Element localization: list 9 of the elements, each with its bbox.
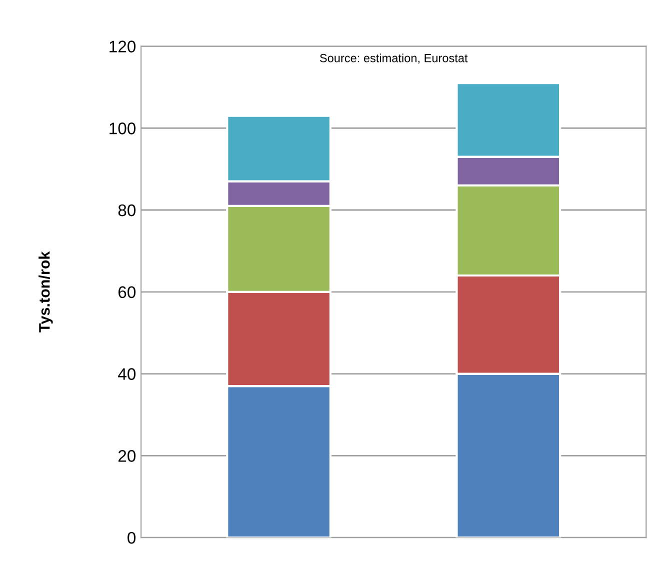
y-tick-label: 120 — [110, 40, 136, 52]
y-tick-label: 100 — [110, 122, 136, 134]
y-tick-label: 0 — [128, 532, 136, 544]
y-tick-label: 40 — [118, 368, 136, 380]
annotation: Source: estimation, Eurostat — [320, 54, 468, 64]
y-tick-label: 20 — [118, 450, 136, 462]
y-axis-title: Tys.ton/rok — [38, 251, 53, 332]
y-tick-label: 60 — [118, 286, 136, 298]
y-tick-label: 80 — [118, 204, 136, 216]
